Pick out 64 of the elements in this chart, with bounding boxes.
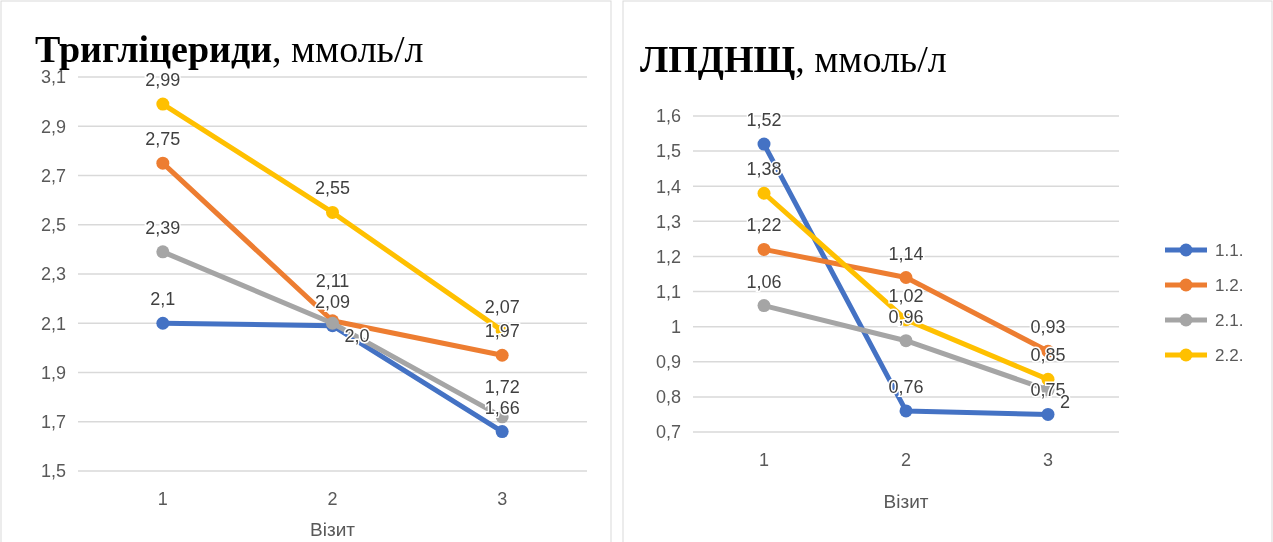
legend-label: 2.1.: [1215, 310, 1244, 330]
data-label: 2,1: [150, 289, 176, 310]
point: [156, 316, 170, 330]
chart-title: ЛПДНЩ, ммоль/л: [640, 38, 947, 80]
data-label: 1,66: [484, 397, 520, 418]
legend-label: 1.2.: [1215, 275, 1244, 295]
y-tick-label: 0,7: [655, 422, 681, 443]
y-tick-label: 1,5: [655, 141, 681, 162]
x-axis-title: Візит: [883, 491, 929, 512]
y-tick-label: 1: [670, 316, 681, 337]
y-tick-label: 1,6: [655, 106, 681, 127]
data-label: 1,52: [746, 110, 782, 131]
y-tick-label: 1,4: [655, 176, 681, 197]
x-tick-label: 1: [758, 450, 770, 470]
legend-label: 2.2.: [1215, 345, 1244, 365]
annotation: 2,0: [344, 325, 370, 346]
point: [757, 137, 771, 151]
data-label: 2,07: [484, 296, 520, 317]
point: [495, 348, 509, 362]
point: [757, 299, 771, 313]
data-label: 2,09: [314, 291, 351, 312]
data-label: 2,75: [145, 129, 181, 150]
x-tick-label: 3: [497, 489, 508, 509]
point: [1041, 407, 1055, 421]
data-label: 2,99: [145, 70, 181, 91]
y-tick-label: 0,9: [655, 352, 681, 373]
point: [757, 186, 771, 200]
x-tick-label: 2: [327, 489, 338, 509]
data-label: 1,22: [746, 215, 782, 236]
data-label: 2,39: [145, 217, 181, 238]
point: [326, 205, 339, 219]
data-label: 1,14: [888, 243, 924, 264]
y-tick-label: 2,1: [40, 313, 66, 334]
y-tick-label: 1,3: [655, 211, 681, 232]
point: [156, 245, 170, 259]
data-label: 0,85: [1030, 345, 1066, 366]
point: [899, 334, 913, 348]
y-tick-label: 1,5: [40, 461, 66, 482]
point: [156, 97, 170, 111]
y-tick-label: 1,9: [40, 362, 66, 383]
data-label: 1,06: [746, 271, 782, 292]
point: [495, 425, 509, 439]
y-tick-label: 0,8: [655, 387, 681, 408]
legend-label: 1.1.: [1215, 240, 1244, 260]
data-label: 2,55: [314, 178, 351, 199]
data-label: 0,93: [1030, 317, 1066, 338]
data-label: 1,72: [484, 376, 520, 397]
x-tick-label: 3: [1042, 450, 1054, 470]
point: [156, 156, 170, 170]
y-tick-label: 2,9: [40, 116, 66, 137]
x-tick-label: 1: [157, 489, 168, 509]
point: [899, 404, 913, 418]
y-tick-label: 2,3: [40, 264, 66, 285]
y-tick-label: 2,5: [40, 215, 66, 236]
point: [757, 242, 771, 256]
x-tick-label: 2: [900, 450, 912, 470]
point: [899, 271, 913, 285]
data-label: 2,11: [315, 270, 350, 291]
y-tick-label: 2,7: [40, 165, 66, 186]
y-tick-label: 1,2: [655, 246, 681, 267]
y-tick-label: 1,1: [655, 281, 681, 302]
y-tick-label: 1,7: [40, 412, 66, 433]
x-axis-title: Візит: [310, 519, 356, 540]
data-label: 1,02: [888, 285, 924, 306]
